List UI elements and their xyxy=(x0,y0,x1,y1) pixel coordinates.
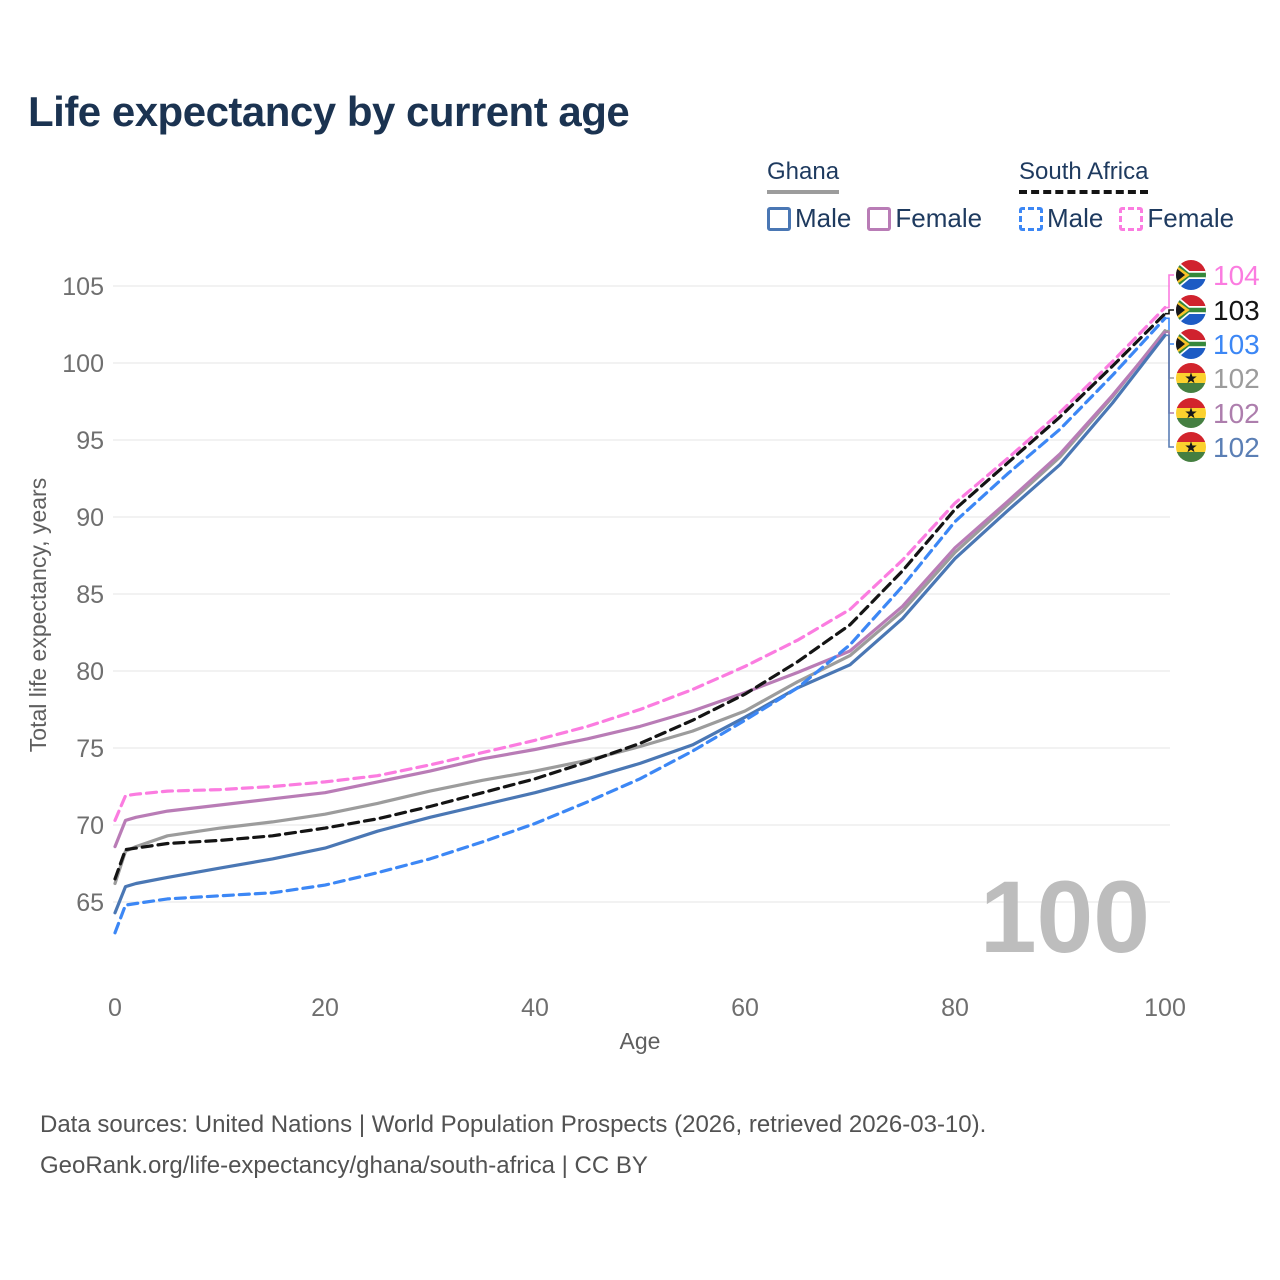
south-africa-total-line[interactable] xyxy=(113,312,1167,881)
south-africa-male-line[interactable] xyxy=(113,316,1167,935)
ghana-total-line[interactable] xyxy=(113,329,1167,886)
south-africa-flag-icon xyxy=(1173,295,1209,325)
legend-group-ghana: Ghana Male Female xyxy=(767,158,982,234)
legend-header-south-africa[interactable]: South Africa xyxy=(1019,158,1149,194)
ghana-male-end-value: 102 xyxy=(1213,432,1260,463)
legend-item-ghana-male[interactable]: Male xyxy=(767,203,851,234)
legend-item-label: Male xyxy=(1047,203,1104,233)
x-axis-title: Age xyxy=(620,1028,661,1054)
south-africa-flag-glyph xyxy=(1173,295,1209,325)
south-africa-female-swatch-icon xyxy=(1119,206,1144,231)
y-tick-label: 90 xyxy=(76,504,104,532)
y-tick-label: 100 xyxy=(62,350,104,378)
ghana-female-line[interactable] xyxy=(113,330,1167,849)
south-africa-flag-glyph xyxy=(1173,260,1209,290)
ghana-flag-icon xyxy=(1176,398,1206,428)
south-africa-total-end-value: 103 xyxy=(1213,295,1260,326)
age-cursor-watermark: 100 xyxy=(980,860,1150,974)
ghana-total-end-value: 102 xyxy=(1213,363,1260,394)
footer: Data sources: United Nations | World Pop… xyxy=(40,1104,986,1186)
legend-item-south-africa-female[interactable]: Female xyxy=(1119,203,1234,234)
x-tick-label: 20 xyxy=(311,994,339,1022)
legend-item-ghana-female[interactable]: Female xyxy=(867,203,982,234)
page-title: Life expectancy by current age xyxy=(28,88,630,135)
south-africa-total-leader-line xyxy=(1165,309,1174,315)
x-tick-label: 80 xyxy=(941,994,969,1022)
y-tick-label: 95 xyxy=(76,427,104,455)
legend-item-label: Female xyxy=(1147,203,1235,233)
y-tick-label: 70 xyxy=(76,812,104,840)
y-tick-label: 65 xyxy=(76,889,104,917)
ghana-flag-glyph xyxy=(1176,398,1206,428)
legend-items-ghana: Male Female xyxy=(767,203,982,234)
ghana-female-swatch-icon xyxy=(867,206,892,231)
ghana-flag-icon xyxy=(1176,432,1206,462)
ghana-male-leader-line xyxy=(1165,334,1174,448)
south-africa-flag-icon xyxy=(1173,260,1209,290)
y-tick-label: 85 xyxy=(76,581,104,609)
ghana-flag-glyph xyxy=(1176,432,1206,462)
ghana-male-swatch-icon xyxy=(767,206,791,231)
south-africa-female-line[interactable] xyxy=(113,306,1167,823)
legend-group-south-africa: South Africa Male Female xyxy=(1019,158,1234,234)
legend-item-label: Male xyxy=(795,203,852,233)
legend-header-ghana[interactable]: Ghana xyxy=(767,158,840,194)
legend-item-south-africa-male[interactable]: Male xyxy=(1019,203,1103,234)
south-africa-male-swatch-icon xyxy=(1019,206,1043,231)
x-tick-label: 40 xyxy=(521,994,549,1022)
y-tick-label: 75 xyxy=(76,735,104,763)
attribution-line: GeoRank.org/life-expectancy/ghana/south-… xyxy=(40,1152,648,1179)
legend-items-south-africa: Male Female xyxy=(1019,203,1234,234)
y-tick-label: 80 xyxy=(76,658,104,686)
ghana-female-end-value: 102 xyxy=(1213,398,1260,429)
legend-item-label: Female xyxy=(895,203,983,233)
data-sources-line: Data sources: United Nations | World Pop… xyxy=(40,1111,987,1138)
y-tick-label: 105 xyxy=(62,273,104,301)
south-africa-male-end-value: 103 xyxy=(1213,329,1260,360)
south-africa-flag-glyph xyxy=(1173,329,1209,359)
ghana-flag-icon xyxy=(1176,363,1206,393)
x-tick-label: 0 xyxy=(108,994,122,1022)
x-tick-label: 100 xyxy=(1144,994,1186,1022)
south-africa-female-leader-line xyxy=(1165,274,1174,309)
y-axis-title: Total life expectancy, years xyxy=(25,478,51,752)
ghana-male-line[interactable] xyxy=(113,333,1167,915)
ghana-flag-glyph xyxy=(1176,363,1206,393)
x-tick-label: 60 xyxy=(731,994,759,1022)
south-africa-flag-icon xyxy=(1173,329,1209,359)
south-africa-female-end-value: 104 xyxy=(1213,260,1260,291)
